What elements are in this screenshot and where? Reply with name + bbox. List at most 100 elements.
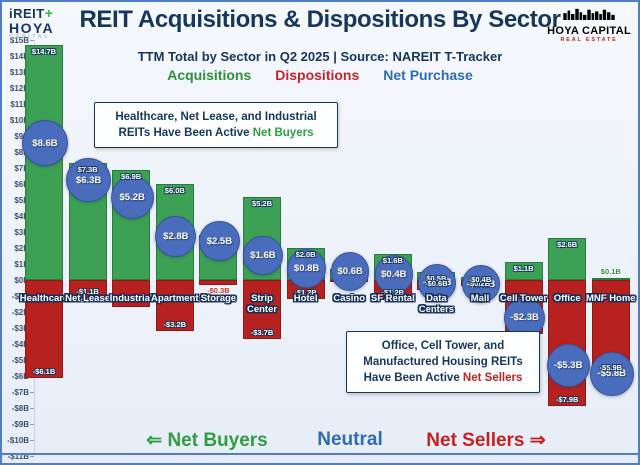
net-purchase-circle-mnf-home: -$5.8B	[589, 351, 634, 396]
y-axis-tick-label: -$5B	[11, 355, 29, 365]
acquisitions-bar-cell-tower	[504, 262, 543, 280]
y-axis-tick-label: $2B	[14, 243, 29, 253]
footer-net-buyers-label: Net Buyers	[167, 430, 268, 451]
dispositions-value-mall: -$0.4B	[468, 275, 492, 285]
y-axis-tick-label: $3B	[14, 227, 29, 237]
bottom-frame-line	[2, 453, 638, 455]
hoya-capital-logo: HOYA CAPITAL REAL ESTATE	[547, 7, 631, 43]
net-purchase-value-office: -$5.3B	[553, 360, 583, 372]
net-purchase-value-net-lease: $6.3B	[75, 174, 102, 186]
acquisitions-bar-office	[548, 238, 587, 280]
dispositions-bar-strip-center	[243, 280, 281, 340]
y-axis-tick-label: $8B	[14, 147, 29, 157]
city-skyline-icon	[563, 8, 615, 20]
sector-label-data-centers: Data Centers	[418, 293, 455, 316]
net-purchase-circle-mall: -$0.2B	[461, 265, 501, 304]
sector-label-healthcare: Healthcare	[19, 293, 69, 304]
plus-icon: +	[44, 5, 54, 21]
sector-label-hotel: Hotel	[293, 293, 318, 304]
y-axis-tick-label: -$3B	[11, 323, 29, 333]
sector-label-net-lease: Net Lease	[65, 293, 111, 304]
net-purchase-value-healthcare: $8.6B	[32, 137, 58, 149]
y-axis-tick-label: -$4B	[11, 339, 29, 349]
net-purchase-value-hotel: $0.8B	[293, 262, 320, 274]
acquisitions-value-office: $2.6B	[557, 240, 578, 250]
y-axis-tick-label: $6B	[14, 179, 29, 189]
net-purchase-circle-office: -$5.3B	[546, 344, 590, 388]
footer-net-sellers: Net Sellers ⇒	[426, 429, 545, 452]
y-axis-tick-label: $1B	[14, 259, 29, 269]
y-axis-tick-label: $4B	[14, 211, 29, 221]
y-axis-tick-label: $13B	[9, 67, 29, 77]
y-axis-tick-mark	[30, 424, 34, 425]
net-purchase-circle-healthcare: $8.6B	[22, 120, 68, 167]
legend-acquisitions: Acquisitions	[167, 67, 252, 83]
net-buyers-note: Healthcare, Net Lease, and Industrial RE…	[94, 102, 338, 149]
right-arrow-icon: ⇒	[529, 430, 546, 451]
net-sellers-note: Office, Cell Tower, and Manufactured Hou…	[346, 331, 540, 394]
sector-label-office: Office	[553, 293, 581, 304]
net-purchase-value-industrial: $5.2B	[119, 192, 145, 204]
y-axis-tick-label: -$8B	[11, 403, 29, 413]
sector-label-mnf-home: MNF Home	[585, 293, 636, 304]
net-purchase-value-mnf-home: -$5.8B	[597, 368, 627, 380]
net-purchase-circle-storage: $2.5B	[199, 220, 240, 262]
y-axis-tick-label: $0B	[14, 275, 29, 285]
dispositions-value-strip-center: -$3.7B	[250, 328, 274, 338]
y-axis-tick-label: $5B	[14, 195, 29, 205]
y-axis-tick-label: -$10B	[7, 435, 29, 445]
y-axis-tick-mark	[30, 440, 34, 441]
net-sellers-note-text: Office, Cell Tower, and Manufactured Hou…	[363, 340, 523, 385]
y-axis-tick-label: -$11B	[7, 451, 29, 461]
y-axis-tick-mark	[30, 40, 34, 41]
y-axis-tick-mark	[30, 392, 34, 393]
sector-label-mall: Mall	[470, 293, 490, 304]
dispositions-value-office: -$7.9B	[555, 395, 579, 405]
acquisitions-value-cell-tower: $1.1B	[513, 264, 534, 274]
net-purchase-circle-hotel: $0.8B	[287, 248, 326, 288]
footer-net-sellers-label: Net Sellers	[426, 430, 525, 451]
sector-label-storage: Storage	[200, 293, 237, 304]
y-axis-tick-label: $14B	[9, 51, 29, 61]
dispositions-bar-net-lease	[68, 280, 107, 298]
footer-neutral: Neutral	[317, 429, 383, 450]
dispositions-bar-industrial	[112, 280, 151, 308]
net-purchase-value-strip-center: $1.6B	[250, 249, 276, 261]
net-purchase-value-apartment: $2.8B	[163, 230, 189, 242]
footer-net-buyers: ⇐ Net Buyers	[146, 429, 268, 452]
net-buyers-note-highlight: Net Buyers	[252, 127, 314, 140]
acquisitions-value-hotel: $2.0B	[295, 250, 316, 259]
acquisitions-value-sf-rental: $1.6B	[382, 256, 403, 266]
acquisitions-value-strip-center: $5.2B	[251, 198, 272, 208]
y-axis-tick-label: -$9B	[11, 419, 29, 429]
logo-hoya-text: HOYA	[9, 19, 55, 36]
y-axis-tick-label: $11B	[10, 99, 29, 109]
net-purchase-circle-casino: $0.6B	[330, 252, 370, 291]
logo-capital-text: CAPITAL	[9, 34, 50, 41]
net-purchase-value-data-centers: -$0.1B	[423, 277, 452, 289]
net-purchase-value-casino: $0.6B	[337, 265, 363, 277]
sector-label-sf-rental: SF Rental	[370, 293, 415, 304]
sector-label-cell-tower: Cell Tower	[499, 293, 548, 304]
y-axis-tick-label: -$7B	[11, 387, 29, 397]
sector-label-strip-center: Strip Center	[246, 293, 278, 316]
net-purchase-circle-net-lease: $6.3B	[66, 158, 111, 203]
y-axis-tick-mark	[30, 456, 34, 457]
net-sellers-note-highlight: Net Sellers	[462, 372, 523, 385]
acquisitions-value-healthcare: $14.7B	[31, 46, 57, 56]
logo-real-estate-text: REAL ESTATE	[560, 36, 618, 43]
legend-net-purchase: Net Purchase	[383, 67, 473, 83]
dispositions-value-healthcare: -$6.1B	[32, 366, 56, 376]
chart-subtitle: TTM Total by Sector in Q2 2025 | Source:…	[137, 49, 503, 64]
net-purchase-value-sf-rental: $0.4B	[381, 269, 407, 281]
dispositions-value-apartment: -$3.2B	[163, 320, 187, 330]
dispositions-value-net-lease: -$1.1B	[76, 286, 99, 296]
y-axis-tick-label: $10B	[9, 115, 29, 125]
y-axis-tick-label: -$1B	[11, 291, 29, 301]
sector-label-apartment: Apartment	[151, 293, 199, 304]
acquisitions-value-industrial: $6.9B	[121, 171, 142, 181]
y-axis-tick-label: $12B	[9, 83, 29, 93]
acquisitions-value-mall: $0.2B	[469, 278, 490, 288]
acquisitions-bar-mnf-home	[591, 278, 630, 281]
